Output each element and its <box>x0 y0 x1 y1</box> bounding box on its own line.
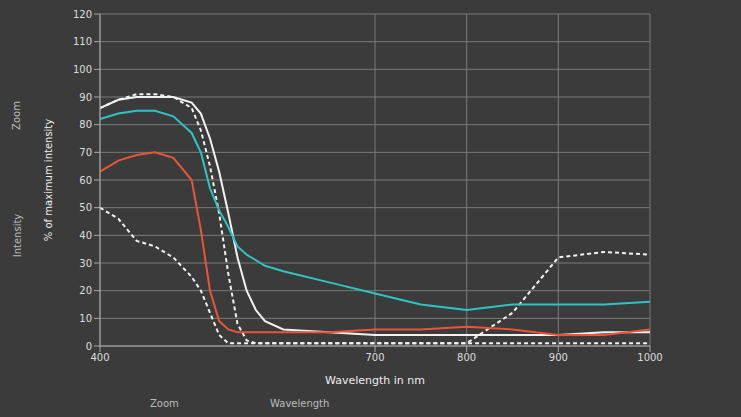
svg-text:50: 50 <box>79 202 92 213</box>
svg-text:0: 0 <box>86 341 92 352</box>
svg-text:1000: 1000 <box>637 352 662 363</box>
svg-text:10: 10 <box>79 313 92 324</box>
svg-text:700: 700 <box>365 352 384 363</box>
svg-text:30: 30 <box>79 258 92 269</box>
svg-text:20: 20 <box>79 285 92 296</box>
svg-text:90: 90 <box>79 92 92 103</box>
svg-text:40: 40 <box>79 230 92 241</box>
svg-text:100: 100 <box>73 64 92 75</box>
html-text:Intensity: Intensity <box>12 213 24 258</box>
html-text:Wavelength: Wavelength <box>270 398 330 409</box>
html-text:Zoom: Zoom <box>10 101 22 130</box>
svg-text:% of maximum intensity: % of maximum intensity <box>43 119 54 241</box>
svg-text:400: 400 <box>90 352 109 363</box>
svg-text:800: 800 <box>457 352 476 363</box>
svg-text:60: 60 <box>79 175 92 186</box>
svg-text:900: 900 <box>549 352 568 363</box>
svg-text:Wavelength in nm: Wavelength in nm <box>325 374 425 387</box>
svg-text:80: 80 <box>79 119 92 130</box>
svg-text:110: 110 <box>73 36 92 47</box>
svg-text:120: 120 <box>73 9 92 20</box>
html-text:Zoom: Zoom <box>150 398 179 409</box>
svg-text:70: 70 <box>79 147 92 158</box>
